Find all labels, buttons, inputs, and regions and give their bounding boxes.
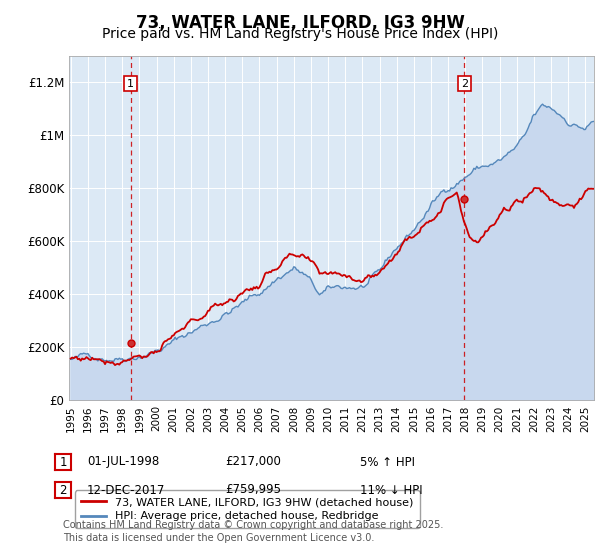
Text: 01-JUL-1998: 01-JUL-1998	[87, 455, 159, 469]
Text: 11% ↓ HPI: 11% ↓ HPI	[360, 483, 422, 497]
Text: 2: 2	[461, 78, 468, 88]
Text: 2: 2	[59, 483, 67, 497]
Text: 73, WATER LANE, ILFORD, IG3 9HW: 73, WATER LANE, ILFORD, IG3 9HW	[136, 14, 464, 32]
Text: Price paid vs. HM Land Registry's House Price Index (HPI): Price paid vs. HM Land Registry's House …	[102, 27, 498, 41]
Text: 1: 1	[59, 455, 67, 469]
Text: £217,000: £217,000	[225, 455, 281, 469]
Legend: 73, WATER LANE, ILFORD, IG3 9HW (detached house), HPI: Average price, detached h: 73, WATER LANE, ILFORD, IG3 9HW (detache…	[74, 491, 419, 528]
Text: This data is licensed under the Open Government Licence v3.0.: This data is licensed under the Open Gov…	[63, 533, 374, 543]
Text: £759,995: £759,995	[225, 483, 281, 497]
Text: 12-DEC-2017: 12-DEC-2017	[87, 483, 166, 497]
Text: Contains HM Land Registry data © Crown copyright and database right 2025.: Contains HM Land Registry data © Crown c…	[63, 520, 443, 530]
Text: 5% ↑ HPI: 5% ↑ HPI	[360, 455, 415, 469]
Text: 1: 1	[127, 78, 134, 88]
